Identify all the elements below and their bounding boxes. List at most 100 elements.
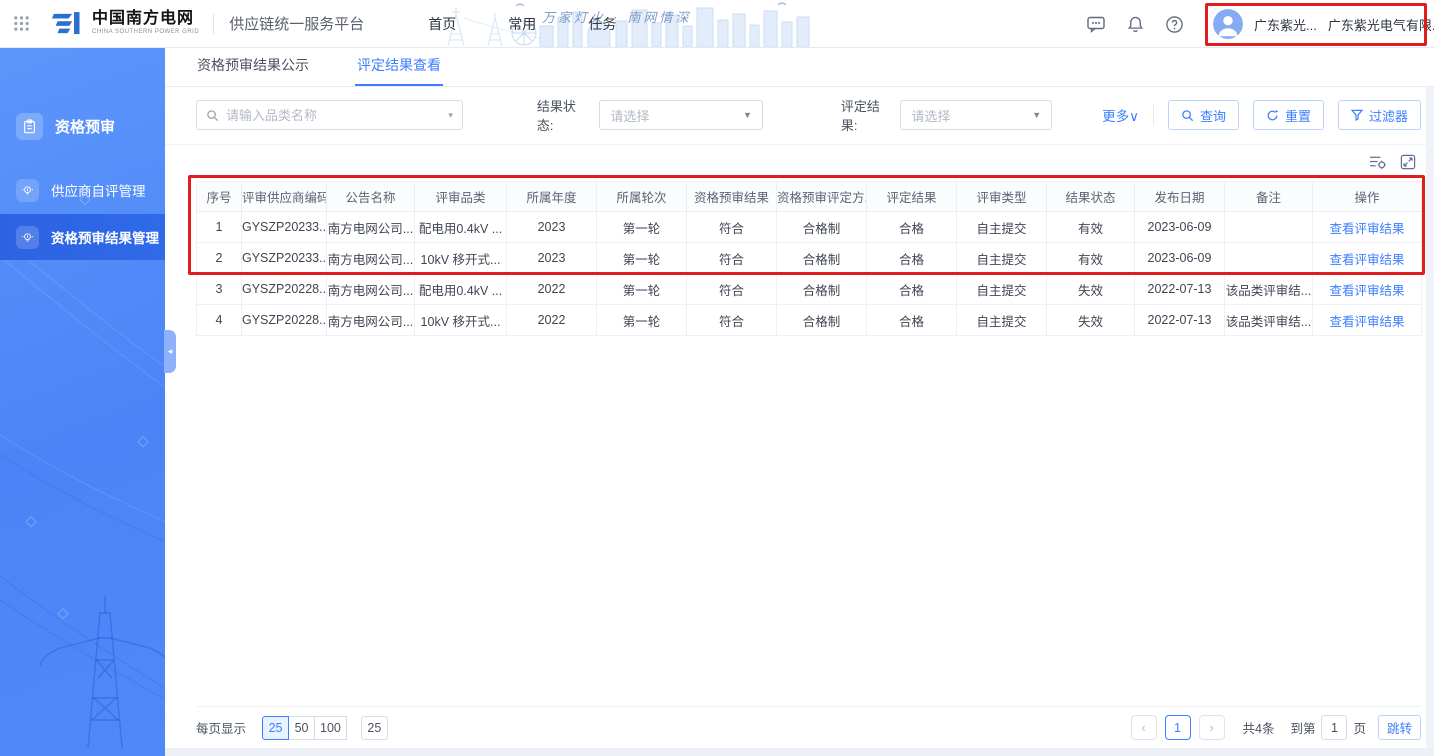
notification-bell-icon[interactable] xyxy=(1126,15,1145,34)
page-size-25[interactable]: 25 xyxy=(262,715,290,740)
caret-down-icon: ▼ xyxy=(1032,110,1042,120)
tab-evaluation-result-view[interactable]: 评定结果查看 xyxy=(355,55,443,86)
tab-bar: 资格预审结果公示 评定结果查看 xyxy=(165,48,1434,87)
col-header: 结果状态 xyxy=(1046,181,1135,212)
table-cell: 该品类评审结... xyxy=(1224,304,1313,336)
col-header: 发布日期 xyxy=(1134,181,1225,212)
table-cell: 2022 xyxy=(506,304,597,336)
col-header: 序号 xyxy=(196,181,242,212)
page-size-50[interactable]: 50 xyxy=(288,715,316,740)
view-review-result-link[interactable]: 查看评审结果 xyxy=(1329,314,1405,329)
select-value: 请选择 xyxy=(610,108,650,124)
table-cell: GYSZP20228... xyxy=(241,304,327,336)
table-row: 1 GYSZP20233... 南方电网公司... 配电用0.4kV ... 2023 第… xyxy=(196,211,1422,243)
help-icon[interactable] xyxy=(1165,15,1184,34)
page-size-group: 25 50 100 xyxy=(262,715,347,740)
table-cell: 南方电网公司... xyxy=(326,211,415,243)
col-header: 备注 xyxy=(1224,181,1313,212)
more-filters-link[interactable]: 更多∨ xyxy=(1102,109,1140,124)
header-icon-group xyxy=(1086,0,1184,48)
prev-page-button[interactable]: ‹ xyxy=(1130,715,1157,740)
table-cell-action: 查看评审结果 xyxy=(1312,273,1422,305)
platform-title: 供应链统一服务平台 xyxy=(229,16,365,33)
table-cell: 该品类评审结... xyxy=(1224,273,1313,305)
table-cell: 2 xyxy=(196,242,242,274)
table-cell xyxy=(1224,242,1313,274)
table-cell: 2023 xyxy=(506,211,597,243)
page-1-button[interactable]: 1 xyxy=(1164,715,1191,740)
table-cell: 符合 xyxy=(686,273,777,305)
nav-item-tasks[interactable]: 任务 xyxy=(588,15,617,32)
table-body: 1 GYSZP20233... 南方电网公司... 配电用0.4kV ... 2023 第… xyxy=(196,211,1422,336)
page-size-100[interactable]: 100 xyxy=(314,715,347,740)
header-divider xyxy=(213,13,215,34)
sidebar-item-label: 资格预审 xyxy=(55,118,116,136)
user-avatar[interactable] xyxy=(1213,9,1243,39)
query-button-label: 查询 xyxy=(1199,108,1226,124)
col-header: 公告名称 xyxy=(326,181,415,212)
main-content: 资格预审结果公示 评定结果查看 ▾ 结果状态: 请选择 ▼ 评定结果: 请选择 … xyxy=(165,48,1434,756)
col-header: 操作 xyxy=(1312,181,1422,212)
app-grid-icon[interactable] xyxy=(13,15,30,32)
category-search-input-wrap[interactable]: ▾ xyxy=(196,100,463,130)
section-divider xyxy=(165,144,1434,145)
sidebar-item-qualification-prereview[interactable]: 资格预审 xyxy=(0,108,165,144)
query-button[interactable]: 查询 xyxy=(1167,100,1239,130)
view-review-result-link[interactable]: 查看评审结果 xyxy=(1329,283,1405,298)
table-cell: 合格制 xyxy=(776,304,867,336)
sidebar-item-supplier-self-evaluation[interactable]: 供应商自评管理 xyxy=(0,175,165,205)
view-review-result-link[interactable]: 查看评审结果 xyxy=(1329,221,1405,236)
category-search-input[interactable] xyxy=(226,107,442,123)
table-cell: 自主提交 xyxy=(956,211,1047,243)
table-cell xyxy=(1224,211,1313,243)
user-name[interactable]: 广东紫光... xyxy=(1254,17,1317,33)
table-cell: 失效 xyxy=(1046,273,1135,305)
filter-button[interactable]: 过滤器 xyxy=(1338,100,1422,130)
sidebar-collapse-handle[interactable]: ◂ xyxy=(164,330,176,373)
nav-item-frequent[interactable]: 常用 xyxy=(508,15,537,32)
nav-item-home[interactable]: 首页 xyxy=(428,15,457,32)
table-cell: GYSZP20228... xyxy=(241,273,327,305)
goto-page-input[interactable]: 1 xyxy=(1321,715,1348,740)
filter-row: ▾ 结果状态: 请选择 ▼ 评定结果: 请选择 ▼ 更多∨ 查询 重置 xyxy=(196,99,1422,133)
table-cell: 失效 xyxy=(1046,304,1135,336)
table-cell: 符合 xyxy=(686,242,777,274)
bulb-icon xyxy=(16,178,39,202)
bulb-icon xyxy=(16,225,39,249)
result-status-select[interactable]: 请选择 ▼ xyxy=(599,100,763,130)
table-row: 2 GYSZP20233... 南方电网公司... 10kV 移开式... 2023 第一… xyxy=(196,242,1422,274)
column-settings-icon[interactable] xyxy=(1369,154,1387,170)
reset-button[interactable]: 重置 xyxy=(1252,100,1324,130)
sidebar-item-prereview-result-management[interactable]: 资格预审结果管理 xyxy=(0,214,165,260)
results-table: 序号 评审供应商编码 公告名称 评审品类 所属年度 所属轮次 资格预审结果 资格… xyxy=(196,181,1422,336)
view-review-result-link[interactable]: 查看评审结果 xyxy=(1329,252,1405,267)
clipboard-icon xyxy=(16,112,43,140)
col-header: 所属年度 xyxy=(506,181,597,212)
goto-suffix: 页 xyxy=(1353,722,1366,736)
filter-divider xyxy=(1153,105,1154,125)
table-cell: 自主提交 xyxy=(956,304,1047,336)
table-cell: 3 xyxy=(196,273,242,305)
evaluation-result-select[interactable]: 请选择 ▼ xyxy=(900,100,1053,130)
table-cell: 4 xyxy=(196,304,242,336)
table-cell: 10kV 移开式... xyxy=(414,304,507,336)
jump-button[interactable]: 跳转 xyxy=(1377,715,1421,740)
pagination-bar: 每页显示 25 50 100 25 ‹ 1 › 共4条 到第 1 页 跳转 xyxy=(196,706,1421,748)
user-company[interactable]: 广东紫光电气有限... xyxy=(1327,17,1434,33)
fullscreen-icon[interactable] xyxy=(1400,154,1416,170)
company-logo: 中国南方电网 CHINA SOUTHERN POWER GRID xyxy=(52,10,199,38)
message-icon[interactable] xyxy=(1086,14,1106,34)
table-cell: 符合 xyxy=(686,211,777,243)
next-page-button[interactable]: › xyxy=(1198,715,1225,740)
table-cell: 自主提交 xyxy=(956,242,1047,274)
table-cell: 2022-07-13 xyxy=(1134,304,1225,336)
logo-title: 中国南方电网 xyxy=(92,10,195,28)
caret-down-icon: ▼ xyxy=(742,110,752,120)
table-cell-action: 查看评审结果 xyxy=(1312,211,1422,243)
tab-prereview-result-public[interactable]: 资格预审结果公示 xyxy=(197,57,309,73)
bottom-gutter xyxy=(165,748,1434,756)
page-size-current[interactable]: 25 xyxy=(360,715,388,740)
table-cell: GYSZP20233... xyxy=(241,242,327,274)
col-header: 所属轮次 xyxy=(596,181,687,212)
table-cell: 合格制 xyxy=(776,211,867,243)
